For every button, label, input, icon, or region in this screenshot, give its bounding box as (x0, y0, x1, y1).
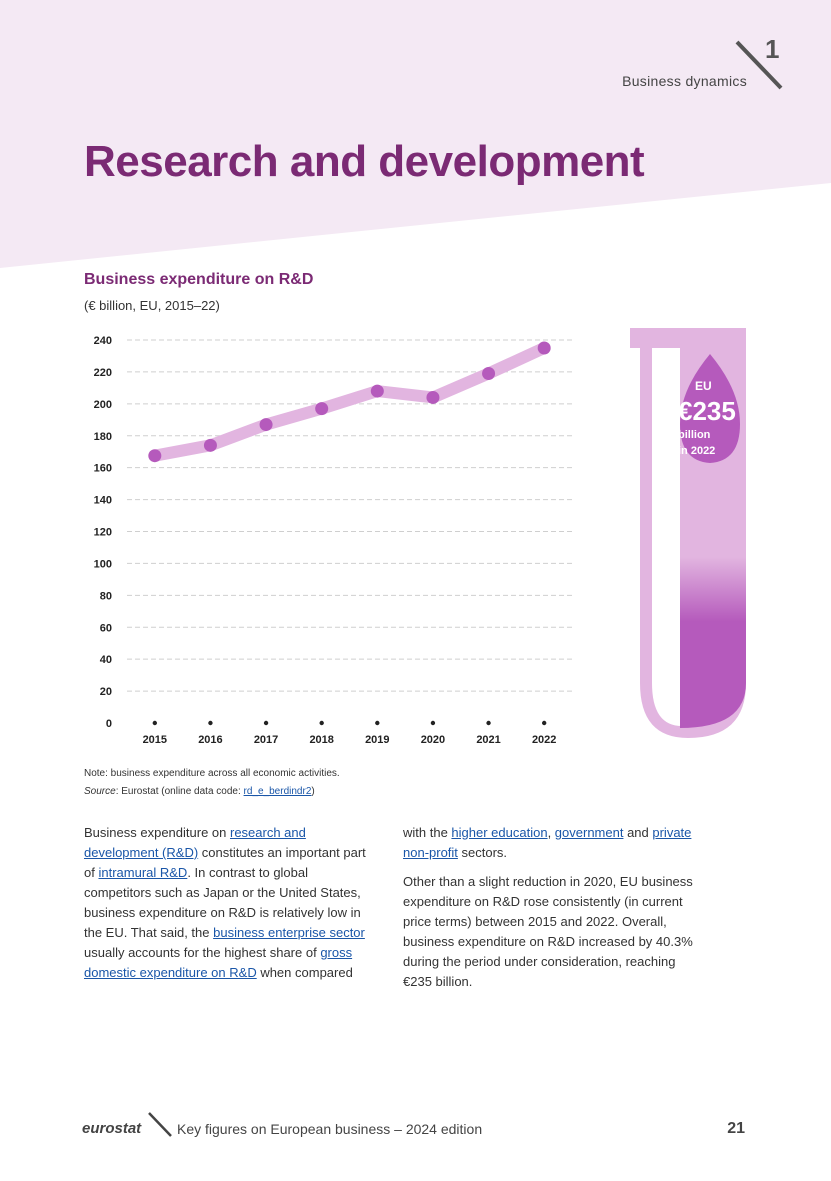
x-tick-marker (208, 720, 213, 726)
chart-title: Business expenditure on R&D (84, 271, 314, 288)
x-tick-marker (263, 720, 269, 726)
tube-highlight (652, 348, 682, 726)
y-tick-label: 60 (100, 622, 112, 634)
header-band (0, 0, 831, 268)
link-intramural-rd[interactable]: intramural R&D (98, 865, 188, 880)
series-layer (148, 341, 551, 463)
chart-source: Source: Eurostat (online data code: rd_e… (84, 786, 315, 797)
x-tick-label: 2016 (198, 734, 222, 746)
y-tick-label: 160 (94, 463, 112, 475)
body-paragraph-2: Other than a slight reduction in 2020, E… (403, 874, 693, 989)
publication-title: Key figures on European business – 2024 … (177, 1121, 483, 1137)
drop-icon (680, 354, 740, 463)
infographic-year: in 2022 (678, 445, 715, 457)
x-tick-label: 2019 (365, 734, 389, 746)
chapter-name: Business dynamics (622, 73, 747, 89)
data-point-2021 (482, 367, 496, 381)
infographic-unit: billion (678, 429, 711, 441)
x-tick-label: 2021 (476, 734, 500, 746)
logo-slash-icon (148, 1112, 172, 1137)
link-business-enterprise-sector[interactable]: business enterprise sector (213, 925, 365, 940)
x-tick-marker (486, 720, 491, 726)
page-number: 21 (727, 1120, 745, 1137)
axis-layer: 0 20 40 60 80 100 120 140 160 180 200 220 240 2015 201… (94, 335, 557, 746)
source-text: : Eurostat (online data code: (115, 786, 244, 797)
data-point-2022 (537, 341, 551, 355)
body-paragraph-1-cont: with the higher education, government an… (403, 823, 703, 863)
source-close: ) (311, 786, 315, 797)
test-tube-infographic: EU €235 billion in 2022 (630, 328, 746, 738)
body-paragraph-1: Business expenditure on research and dev… (84, 823, 376, 983)
text-run: Business expenditure on (84, 825, 230, 840)
y-tick-label: 180 (94, 431, 112, 443)
x-tick-marker (430, 720, 436, 726)
text-run: . In contrast to global competitors such… (84, 865, 361, 940)
infographic-region: EU (695, 379, 712, 393)
y-tick-label: 220 (94, 367, 112, 379)
text-run: when compared (256, 965, 353, 980)
body-column-2: with the higher education, government an… (403, 823, 703, 1001)
y-tick-label: 140 (94, 495, 112, 507)
text-run: usually accounts for the highest share o… (84, 945, 321, 960)
page-title: Research and development (84, 137, 645, 186)
source-label: Source (84, 786, 116, 797)
y-tick-label: 120 (94, 527, 112, 539)
x-tick-label: 2022 (532, 734, 556, 746)
link-gross-domestic-expenditure[interactable]: gross domestic expenditure on R&D (84, 945, 353, 980)
y-tick-label: 80 (100, 590, 112, 602)
y-tick-label: 100 (94, 558, 112, 570)
data-point-2018 (315, 402, 329, 416)
link-private-non-profit[interactable]: private non-profit (403, 825, 692, 860)
chart-subtitle: (€ billion, EU, 2015–22) (84, 298, 220, 313)
y-tick-label: 40 (100, 654, 112, 666)
chapter-slash-icon (735, 40, 783, 90)
text-run: with the (403, 825, 452, 840)
x-tick-marker (319, 720, 324, 726)
infographic-value: €235 (678, 396, 736, 426)
x-tick-marker (541, 720, 547, 726)
y-tick-label: 20 (100, 686, 112, 698)
x-tick-label: 2015 (143, 734, 167, 746)
line-chart: 0 20 40 60 80 100 120 140 160 180 200 220 240 2015 201… (94, 335, 572, 746)
data-point-2017 (259, 418, 273, 432)
tube-rim (630, 328, 746, 348)
x-tick-label: 2020 (421, 734, 445, 746)
data-point-2015 (148, 449, 162, 463)
source-code-link[interactable]: rd_e_berdindr2 (243, 786, 312, 797)
link-higher-education[interactable]: higher education (451, 825, 548, 840)
y-tick-label: 200 (94, 399, 112, 411)
link-research-and-development[interactable]: research and development (R&D) (84, 825, 306, 860)
link-government[interactable]: government (554, 825, 624, 840)
eurostat-logo: eurostat (82, 1120, 142, 1137)
grid-layer (127, 339, 572, 692)
data-point-2019 (370, 384, 384, 398)
series-line (148, 341, 551, 462)
data-point-2016 (203, 438, 217, 452)
data-point-2020 (426, 390, 440, 404)
x-tick-marker (152, 720, 158, 726)
x-tick-label: 2017 (254, 734, 278, 746)
x-tick-marker (375, 720, 380, 726)
y-tick-label: 0 (106, 718, 112, 730)
text-run: constitutes an important part of (84, 845, 366, 880)
body-column-1: Business expenditure on research and dev… (84, 823, 376, 992)
y-tick-label: 240 (94, 335, 112, 347)
text-run: sectors. (457, 845, 508, 860)
chapter-number: 1 (765, 34, 780, 64)
x-tick-label: 2018 (309, 734, 333, 746)
text-run: , (547, 825, 555, 840)
text-run: and (623, 825, 653, 840)
chart-note: Note: business expenditure across all ec… (84, 768, 340, 779)
